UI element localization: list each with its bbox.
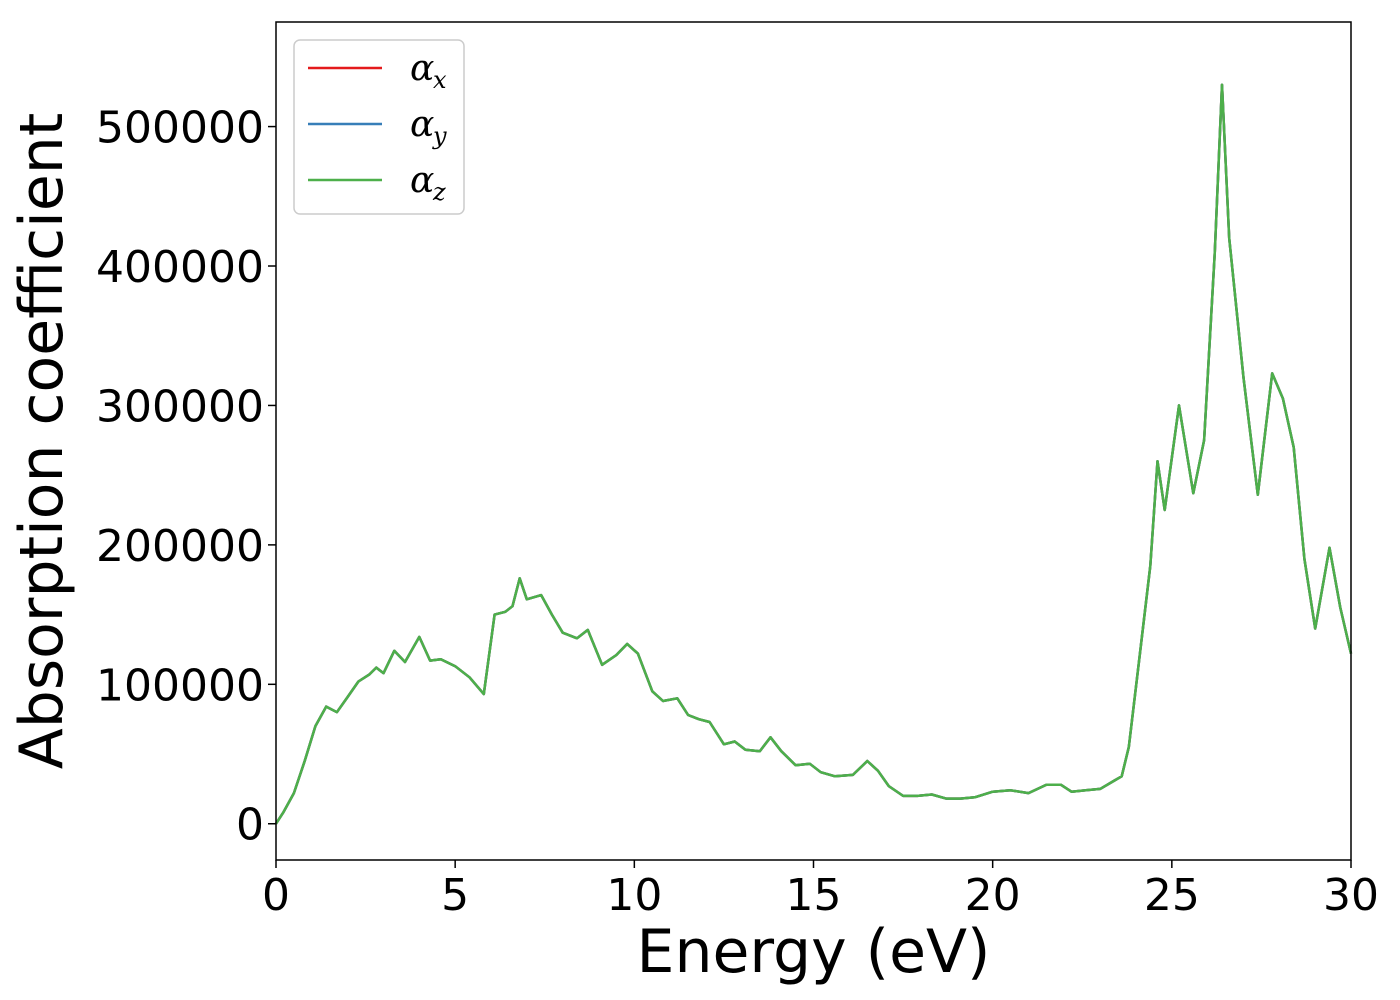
x-axis-label: Energy (eV) — [637, 917, 991, 987]
legend-box — [293, 39, 465, 215]
x-tick-label: 10 — [606, 870, 662, 921]
x-tick-label: 0 — [262, 870, 290, 921]
legend-subscript-y: y — [432, 122, 447, 150]
y-tick-label: 500000 — [96, 103, 264, 154]
x-tick-label: 25 — [1144, 870, 1200, 921]
legend-subscript-x: x — [433, 66, 447, 94]
y-tick-label: 400000 — [96, 242, 264, 293]
legend-subscript-z: z — [432, 178, 446, 206]
y-tick-label: 200000 — [96, 521, 264, 572]
legend-label-x: α — [410, 48, 434, 89]
x-axis: 0 5 10 15 20 25 30 — [262, 860, 1379, 921]
legend-label-z: α — [410, 160, 434, 201]
y-tick-label: 100000 — [96, 660, 264, 711]
legend-label-y: α — [410, 104, 434, 145]
x-tick-label: 30 — [1323, 870, 1379, 921]
series-layer — [274, 83, 1353, 825]
y-axis: 0 100000 200000 300000 400000 500000 — [96, 103, 276, 851]
y-tick-label: 300000 — [96, 381, 264, 432]
y-tick-label: 0 — [236, 800, 264, 851]
x-tick-label: 20 — [965, 870, 1021, 921]
series-line-z — [274, 83, 1353, 825]
x-tick-label: 5 — [441, 870, 469, 921]
y-axis-label: Absorption coefficient — [7, 113, 77, 770]
x-tick-label: 15 — [786, 870, 842, 921]
